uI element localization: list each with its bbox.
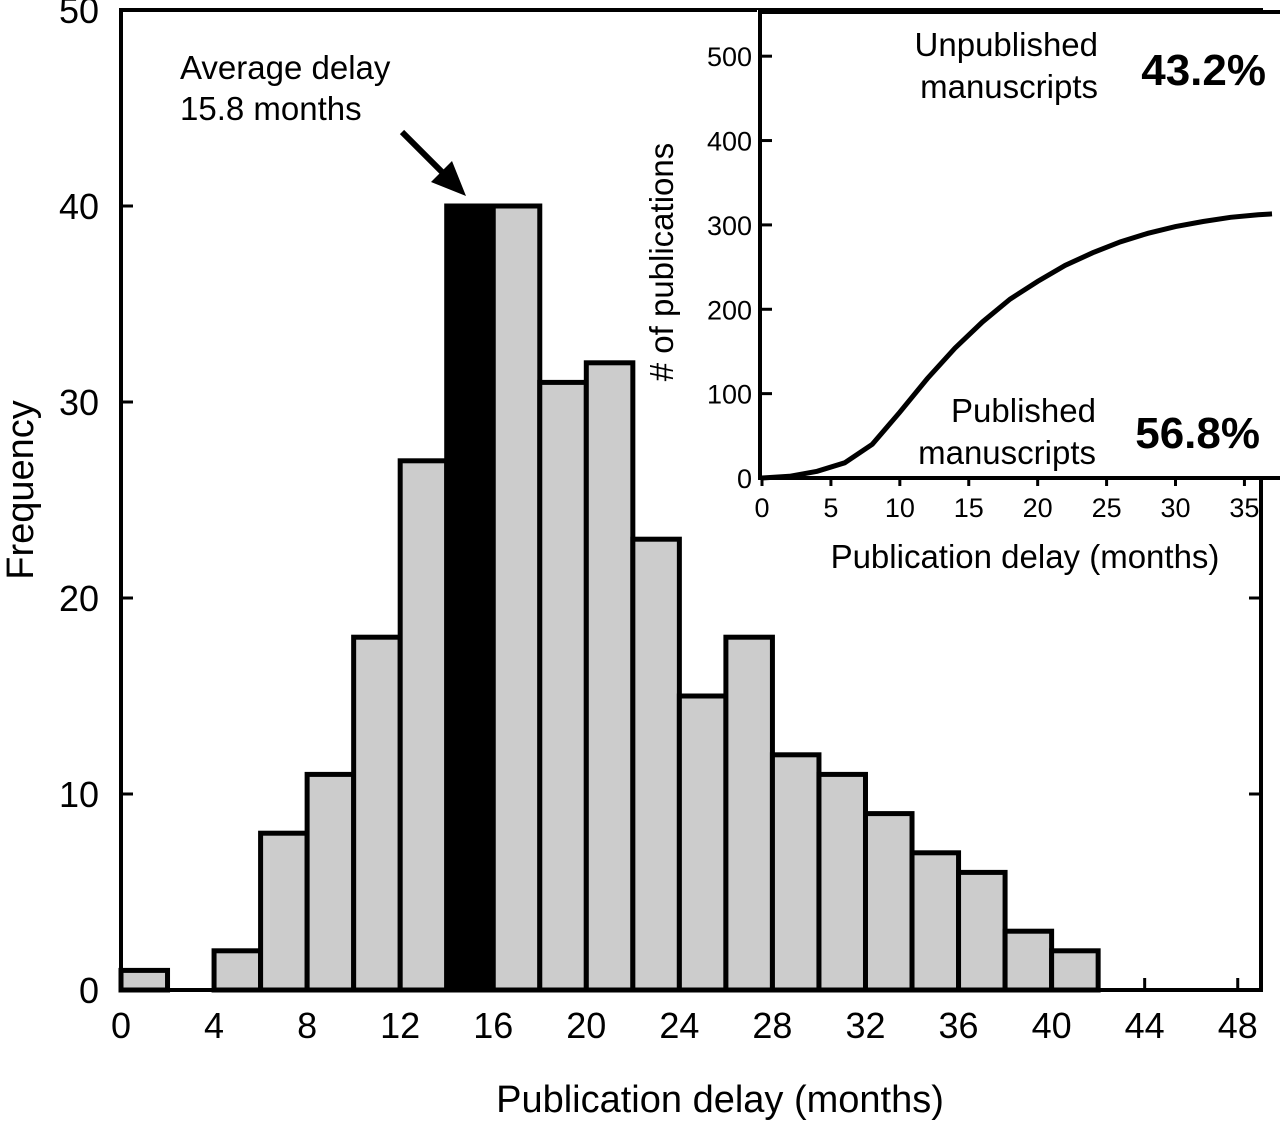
unpublished-label-line1: Unpublished — [915, 26, 1098, 63]
histogram-bar — [723, 634, 775, 993]
inset-y-tick-label: 300 — [707, 211, 752, 241]
main-x-axis: 0 4 8 12 16 20 24 28 32 36 40 44 48 — [111, 978, 1258, 1046]
inset-y-axis: 0 100 200 300 400 500 — [707, 42, 772, 494]
main-y-tick-label: 50 — [59, 0, 99, 31]
inset-y-tick-label: 200 — [707, 295, 752, 325]
main-x-tick-label: 32 — [845, 1005, 885, 1046]
inset-x-tick-label: 5 — [823, 493, 838, 523]
main-y-tick-label: 10 — [59, 774, 99, 815]
cumulative-publications-line — [761, 211, 1273, 481]
average-delay-arrow-shaft — [399, 129, 451, 181]
main-y-tick-label: 20 — [59, 578, 99, 619]
average-delay-label: Average delay — [180, 49, 391, 86]
published-label-line2: manuscripts — [918, 434, 1096, 471]
histogram-bar-highlight — [444, 203, 496, 993]
average-delay-value: 15.8 months — [180, 90, 362, 127]
histogram-bar — [351, 634, 403, 993]
histogram-bar — [909, 850, 962, 993]
main-x-tick-label: 44 — [1125, 1005, 1165, 1046]
histogram-bar — [769, 752, 822, 993]
histogram-bar — [583, 360, 636, 993]
inset-x-tick-label: 30 — [1160, 493, 1190, 523]
main-x-tick-label: 16 — [473, 1005, 513, 1046]
inset-y-axis-title: # of publications — [643, 143, 680, 382]
histogram-bar — [118, 967, 171, 993]
main-y-axis-title: Frequency — [0, 400, 42, 580]
unpublished-percentage: 43.2% — [1141, 46, 1266, 95]
inset-x-axis: 0 5 10 15 20 25 30 35 — [754, 478, 1259, 523]
histogram-bar — [1049, 948, 1101, 993]
main-x-tick-label: 0 — [111, 1005, 131, 1046]
inset-x-axis-title: Publication delay (months) — [831, 538, 1220, 575]
main-x-tick-label: 48 — [1218, 1005, 1258, 1046]
main-x-axis-title: Publication delay (months) — [496, 1079, 944, 1121]
histogram-bar — [304, 771, 357, 993]
average-delay-arrow-head — [431, 161, 466, 196]
inset-y-tick-label: 400 — [707, 127, 752, 157]
main-x-tick-label: 36 — [939, 1005, 979, 1046]
inset-y-tick-label: 100 — [707, 380, 752, 410]
inset-plot: 0 5 10 15 20 25 30 35 0 100 200 300 400 500 Publicat… — [643, 10, 1280, 575]
main-bars — [118, 203, 1101, 993]
histogram-bar — [862, 811, 915, 993]
inset-x-tick-label: 0 — [754, 493, 769, 523]
main-x-tick-label: 40 — [1032, 1005, 1072, 1046]
main-x-tick-label: 24 — [659, 1005, 699, 1046]
histogram-bar — [956, 869, 1008, 993]
main-x-tick-label: 8 — [297, 1005, 317, 1046]
histogram-bar — [816, 771, 868, 993]
published-percentage: 56.8% — [1135, 409, 1260, 458]
histogram-bar — [258, 830, 310, 993]
main-x-tick-label: 12 — [380, 1005, 420, 1046]
inset-y-tick-label: 0 — [737, 464, 752, 494]
main-y-tick-label: 0 — [79, 970, 99, 1011]
histogram-bar — [676, 693, 729, 993]
main-y-tick-label: 40 — [59, 186, 99, 227]
histogram-bar — [397, 458, 450, 993]
histogram-bar — [630, 536, 682, 993]
average-delay-annotation: Average delay 15.8 months — [180, 49, 466, 196]
inset-x-tick-label: 35 — [1229, 493, 1259, 523]
main-x-tick-label: 4 — [204, 1005, 224, 1046]
inset-x-tick-label: 25 — [1092, 493, 1122, 523]
published-label-line1: Published — [951, 392, 1096, 429]
inset-x-tick-label: 10 — [885, 493, 915, 523]
histogram-bar — [537, 379, 589, 993]
inset-y-tick-label: 500 — [707, 42, 752, 72]
histogram-bar — [490, 203, 543, 993]
main-x-tick-label: 28 — [752, 1005, 792, 1046]
unpublished-label-line2: manuscripts — [920, 68, 1098, 105]
inset-x-tick-label: 15 — [954, 493, 984, 523]
histogram-bar — [1002, 928, 1055, 993]
inset-x-tick-label: 20 — [1023, 493, 1053, 523]
main-y-tick-label: 30 — [59, 382, 99, 423]
main-x-tick-label: 20 — [566, 1005, 606, 1046]
inset-background — [757, 10, 1277, 480]
histogram-bar — [211, 948, 264, 993]
